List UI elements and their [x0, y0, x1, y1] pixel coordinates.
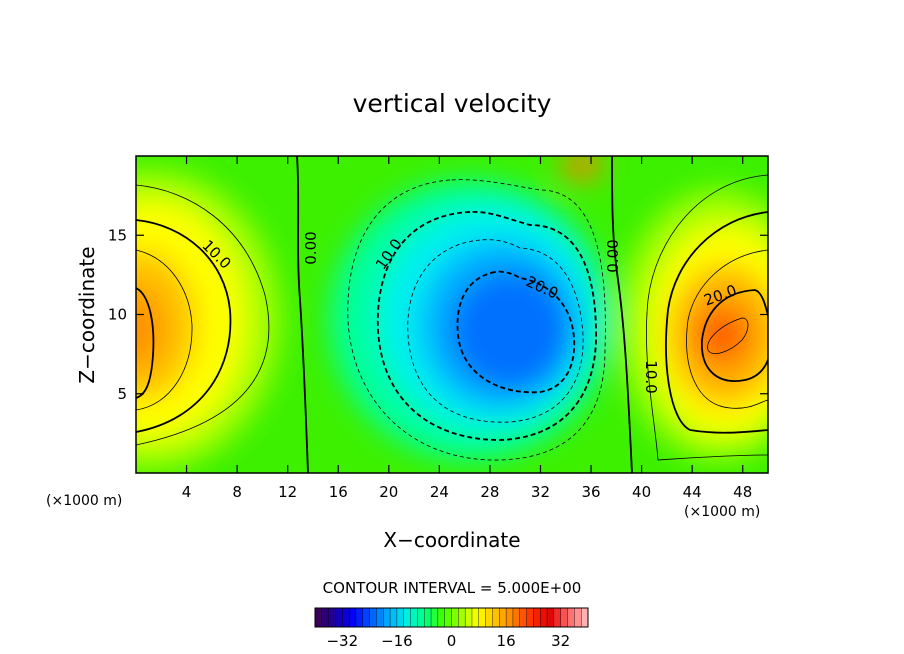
contour-line	[686, 249, 768, 409]
colorbar-cell	[369, 607, 377, 628]
colorbar-cell	[512, 607, 521, 628]
x-tick-label: 28	[480, 483, 499, 501]
colorbar-cell	[355, 607, 364, 628]
colorbar-cell	[362, 607, 371, 628]
colorbar-cell	[410, 607, 418, 628]
colorbar-cell	[574, 607, 582, 628]
field-blobs	[136, 156, 768, 470]
x-tick-label: 36	[581, 483, 600, 501]
colorbar-cell	[492, 607, 500, 628]
contour-line	[611, 156, 633, 473]
x-tick-label: 12	[278, 483, 297, 501]
colorbar-cell	[553, 607, 562, 628]
contour-line	[136, 219, 232, 433]
colorbar-cell	[437, 607, 446, 628]
x-unit-right: (×1000 m)	[684, 504, 760, 520]
x-axis: 4 8 12 16 20 24 28 32 36 40 44 48	[182, 156, 752, 501]
contour-labels: 10.0 0.00 10.0 20.0 0.00 20.0 10.0	[198, 231, 739, 393]
contour-label: 10.0	[642, 360, 660, 393]
contour-line	[456, 270, 576, 394]
colorbar-cell	[478, 607, 487, 628]
contour-line	[646, 174, 768, 461]
chart-title: vertical velocity	[353, 89, 552, 118]
contour-field	[136, 156, 768, 473]
colorbar-cell	[471, 607, 480, 628]
x-tick-label: 24	[430, 483, 449, 501]
colorbar-cell	[403, 607, 412, 628]
contour-line	[376, 211, 597, 441]
x-tick-label: 4	[182, 483, 192, 501]
colorbar-cell	[314, 607, 323, 628]
colorbar-cell	[342, 607, 350, 628]
colorbar: −32 −16 0 16 32	[314, 607, 589, 650]
x-tick-label: 32	[531, 483, 550, 501]
colorbar-cell	[458, 607, 466, 628]
colorbar-cell	[328, 607, 336, 628]
colorbar-cell	[519, 607, 528, 628]
colorbar-tick-label: 32	[551, 632, 570, 650]
colorbar-tick-label: 0	[447, 632, 457, 650]
colorbar-cell	[567, 607, 575, 628]
colorbar-cell	[505, 607, 514, 628]
x-tick-label: 40	[632, 483, 651, 501]
y-tick-label: 15	[108, 226, 127, 244]
y-tick-label: 10	[108, 306, 127, 324]
x-tick-label: 16	[329, 483, 348, 501]
colorbar-cell	[389, 607, 398, 628]
colorbar-cell	[376, 607, 384, 628]
colorbar-cell	[580, 607, 589, 628]
colorbar-cell	[444, 607, 452, 628]
colorbar-cell	[451, 607, 459, 628]
colorbar-cell	[540, 607, 548, 628]
x-tick-label: 48	[733, 483, 752, 501]
colorbar-cell	[560, 607, 569, 628]
colorbar-cell	[546, 607, 555, 628]
contour-line	[407, 239, 584, 423]
colorbar-cell	[424, 607, 432, 628]
colorbar-cell	[499, 607, 507, 628]
contour-line	[347, 179, 606, 461]
contour-line	[707, 317, 749, 354]
colorbar-tick-label: −16	[381, 632, 413, 650]
contour-line	[665, 211, 768, 434]
colorbar-cell	[430, 607, 439, 628]
colorbar-tick-label: −32	[326, 632, 358, 650]
x-tick-label: 8	[232, 483, 242, 501]
colorbar-cell	[321, 607, 330, 628]
colorbar-cell	[348, 607, 357, 628]
contour-line	[136, 184, 270, 446]
x-tick-label: 44	[683, 483, 702, 501]
contour-line	[136, 249, 193, 411]
y-tick-label: 5	[117, 385, 127, 403]
colorbar-cell	[485, 607, 493, 628]
colorbar-frame	[314, 607, 589, 628]
colorbar-cell	[383, 607, 391, 628]
x-tick-label: 20	[379, 483, 398, 501]
colorbar-cell	[335, 607, 343, 628]
contour-lines	[136, 156, 768, 473]
colorbar-cell	[396, 607, 405, 628]
colorbar-cell	[417, 607, 425, 628]
y-axis-label: Z−coordinate	[75, 246, 99, 383]
contour-label: 0.00	[604, 239, 622, 272]
colorbar-cell	[533, 607, 541, 628]
contour-interval-text: CONTOUR INTERVAL = 5.000E+00	[323, 579, 582, 597]
contour-line	[136, 287, 155, 399]
contour-line	[296, 156, 309, 473]
colorbar-cell	[526, 607, 534, 628]
colorbar-cell	[464, 607, 473, 628]
x-unit-left: (×1000 m)	[46, 493, 122, 509]
x-axis-label: X−coordinate	[383, 528, 520, 552]
y-axis: 5 10 15	[108, 226, 768, 403]
contour-label: 0.00	[302, 231, 320, 264]
colorbar-tick-label: 16	[497, 632, 516, 650]
